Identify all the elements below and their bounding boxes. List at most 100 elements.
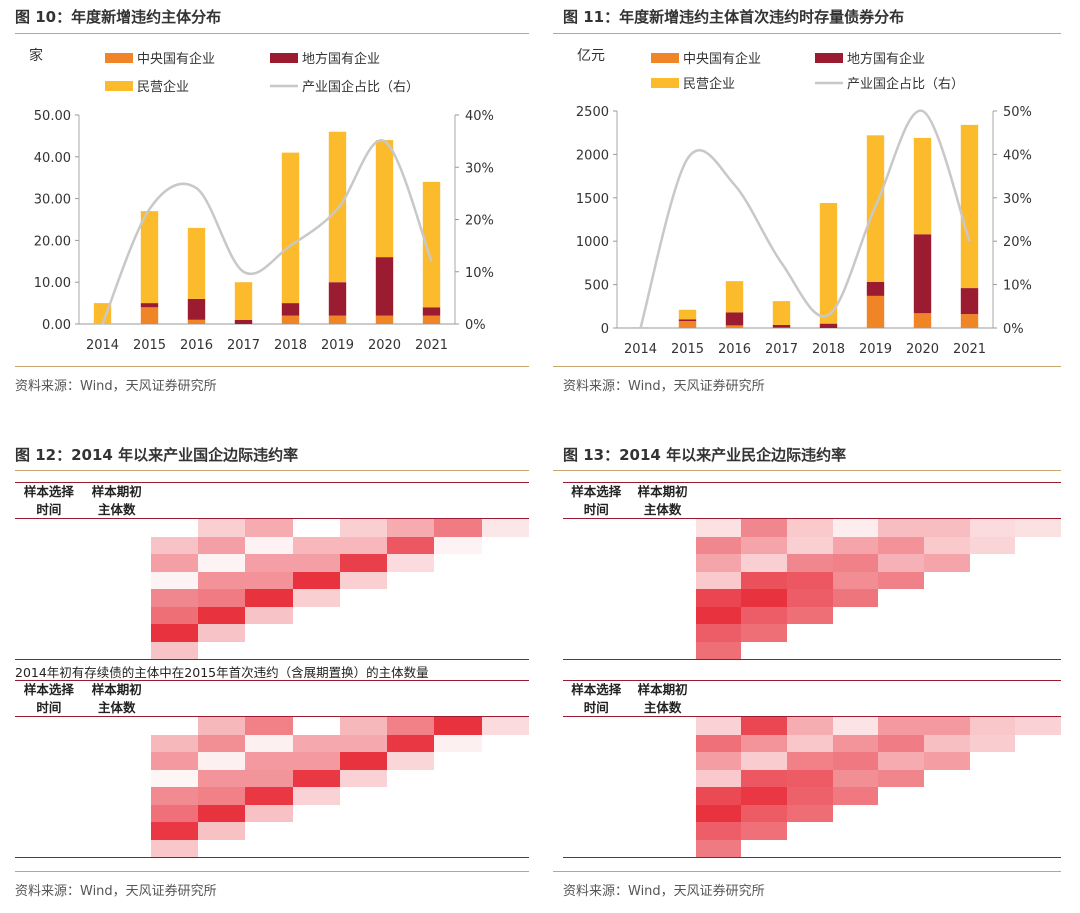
empty-cell <box>482 805 529 823</box>
count-cell <box>629 589 695 607</box>
bar-segment <box>140 307 159 324</box>
heatmap-cell <box>741 571 788 589</box>
y-tick-label: 2500 <box>576 105 609 120</box>
count-cell <box>629 537 695 555</box>
count-cell <box>82 641 151 660</box>
bar-segment <box>422 181 441 308</box>
year-cell <box>563 589 629 607</box>
group-header <box>150 482 529 501</box>
fig13-bottom-rule <box>553 871 1061 872</box>
heatmap-cell <box>878 554 924 572</box>
heatmap-cell <box>150 752 198 770</box>
heatmap-cell <box>150 787 198 805</box>
count-cell <box>629 572 695 590</box>
y2-tick-label: 10% <box>1003 279 1032 294</box>
heatmap-cell <box>245 769 293 787</box>
y-tick-label: 50.00 <box>34 109 71 124</box>
empty-cell <box>1015 787 1061 805</box>
heatmap-cell <box>197 769 246 787</box>
heatmap-cell <box>293 519 340 537</box>
year-cell <box>15 787 83 805</box>
x-tick-label: 2019 <box>859 342 892 357</box>
heatmap-cell <box>245 606 293 624</box>
count-cell <box>83 537 151 555</box>
column-label <box>387 500 435 519</box>
heatmap-cell <box>969 716 1016 735</box>
year-cell <box>563 607 629 625</box>
empty-cell <box>340 589 387 607</box>
bar-segment <box>234 282 253 320</box>
year-cell <box>15 839 83 858</box>
heatmap-cell <box>832 554 879 572</box>
count-cell <box>629 624 695 642</box>
year-cell <box>15 717 83 735</box>
col-header-sample-time-2: 时间 <box>563 500 630 519</box>
empty-cell <box>434 787 481 805</box>
empty-cell <box>878 805 924 823</box>
bar-segment <box>819 203 838 324</box>
bar-segment <box>375 257 394 316</box>
bar-segment <box>678 321 697 328</box>
year-cell <box>563 839 630 858</box>
column-label <box>434 500 482 519</box>
column-label <box>1015 500 1061 519</box>
year-cell <box>15 572 83 590</box>
share-line <box>101 139 433 325</box>
heatmap-cell <box>339 716 388 735</box>
heatmap-cell <box>695 804 742 822</box>
empty-cell <box>924 607 970 625</box>
empty-cell <box>482 735 529 753</box>
y-tick-label: 30.00 <box>34 193 71 208</box>
heatmap-cell <box>292 734 340 752</box>
heatmap-cell <box>1015 716 1061 735</box>
legend-swatch <box>651 53 679 63</box>
heatmap-cell <box>741 769 788 787</box>
column-label <box>339 500 388 519</box>
year-cell <box>563 752 629 770</box>
empty-cell <box>878 641 924 660</box>
heatmap-cell <box>741 589 788 607</box>
heatmap-cell <box>878 734 924 752</box>
bar-segment <box>140 211 159 304</box>
bar-segment <box>422 315 441 324</box>
heatmap-cell <box>150 536 198 554</box>
heatmap-cell <box>245 536 293 554</box>
heatmap-cell <box>150 734 198 752</box>
heatmap-cell <box>197 787 246 805</box>
count-cell <box>629 822 695 840</box>
legend-label: 地方国有企业 <box>847 51 925 67</box>
empty-cell <box>292 641 340 660</box>
col-header-sample-time-2: 时间 <box>15 500 83 519</box>
bar-segment <box>913 234 932 314</box>
column-label <box>197 500 246 519</box>
fig10-title: 图 10：年度新增违约主体分布 <box>15 8 222 26</box>
legend-swatch <box>815 53 843 63</box>
y-tick-label: 2000 <box>576 148 609 163</box>
heatmap-cell <box>695 822 742 840</box>
empty-cell <box>387 839 435 858</box>
count-cell <box>83 519 151 537</box>
heatmap-cell <box>878 716 924 735</box>
heatmap-cell <box>387 518 435 537</box>
empty-cell <box>832 839 879 858</box>
empty-cell <box>924 805 970 823</box>
heatmap-cell <box>245 734 293 752</box>
heatmap-cell <box>150 554 198 572</box>
heatmap-cell <box>434 518 482 537</box>
empty-cell <box>387 822 434 840</box>
year-cell <box>15 752 83 770</box>
heatmap-cell <box>339 734 388 752</box>
bar-segment <box>422 307 441 316</box>
empty-cell <box>245 822 292 840</box>
empty-cell <box>924 822 970 840</box>
heatmap-cell <box>245 804 293 822</box>
empty-cell <box>434 607 481 625</box>
heatmap-cell <box>969 734 1016 752</box>
heatmap-cell <box>292 752 340 770</box>
heatmap-cell <box>695 554 742 572</box>
bar-segment <box>866 281 885 296</box>
fig13-rates-table: 样本选择 样本期初 时间 主体数 <box>563 680 1061 858</box>
count-cell <box>629 641 696 660</box>
x-tick-label: 2020 <box>368 338 401 353</box>
empty-cell <box>434 839 482 858</box>
